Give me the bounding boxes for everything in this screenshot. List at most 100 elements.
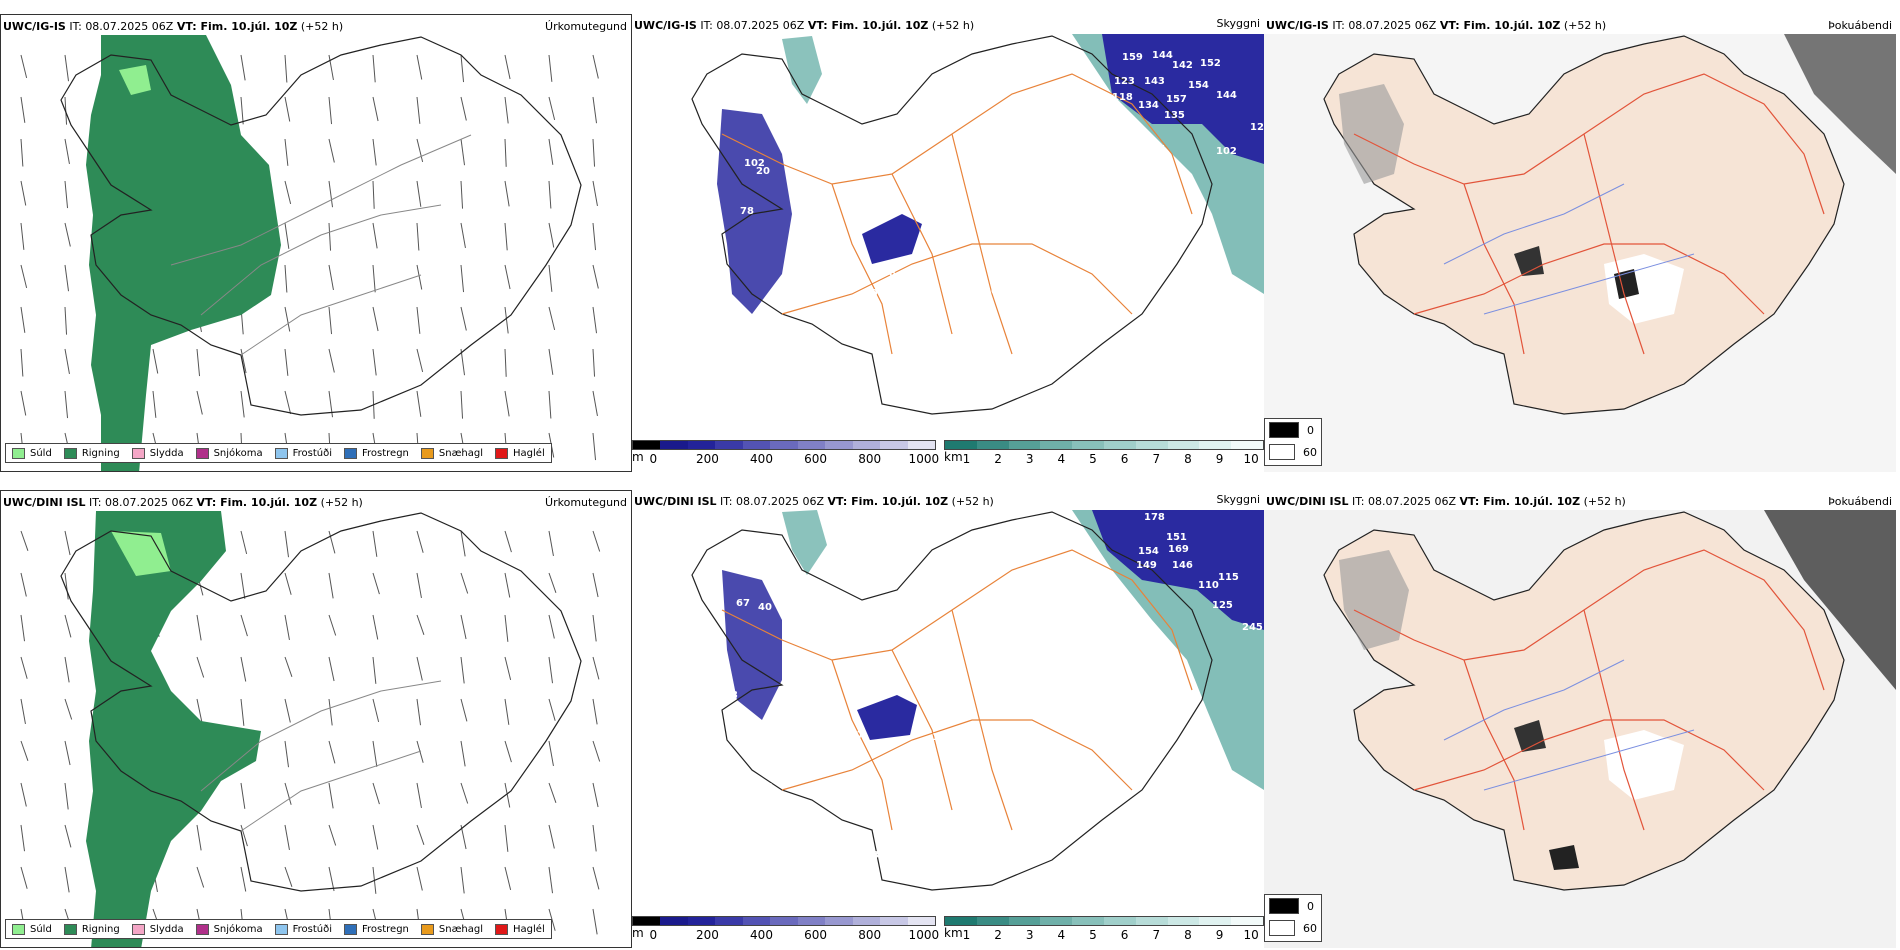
wind-barb [548,530,554,557]
wind-barb [460,390,464,419]
panel-label: Úrkomutegund [545,20,627,33]
river-lines [1443,183,1695,315]
colorbar-step [907,917,935,925]
wind-barb [460,572,469,594]
panel-title: UWC/DINI ISL IT: 08.07.2025 06Z VT: Fim.… [634,495,994,508]
wind-barb [504,740,512,763]
wind-barb [548,180,552,209]
fog-patch-west [1339,550,1409,650]
colorbar-step [1103,441,1136,449]
wind-barb [328,824,337,846]
road-network [1353,73,1825,355]
legend-label: Súld [30,923,52,935]
wind-barb [328,54,334,81]
wind-barb [460,222,466,249]
panel-title: UWC/IG-IS IT: 08.07.2025 06Z VT: Fim. 10… [1266,19,1607,32]
colorbar-tick: 1 [962,928,971,942]
colorbar-step [1135,441,1168,449]
wind-barb [284,180,292,205]
wind-barb [416,614,425,635]
cloud-base-value: 117 [1144,144,1165,155]
wind-barb [240,656,247,682]
fog-legend-item: 0 [1265,895,1321,917]
fog-legend: 0 60 [1264,418,1322,466]
legend-swatch [420,447,434,459]
iceland-outline [60,512,582,892]
panel-title: UWC/IG-IS IT: 08.07.2025 06Z VT: Fim. 10… [3,20,344,33]
wind-barb [592,348,596,377]
colorbar-step [1072,917,1104,925]
legend-label: Haglél [513,447,545,459]
fog-dark-east [1784,34,1896,174]
wind-barb [416,54,423,80]
cloud-base-value: 135 [1164,110,1185,121]
legend-label: Frostúði [292,447,332,459]
wind-barb [284,782,292,805]
colorbar-step [945,441,977,449]
colorbar-tick: 3 [1025,928,1034,942]
legend-item: Frostregn [344,923,409,935]
wind-barb [20,530,29,551]
colorbar-step [715,917,743,925]
wind-barb [416,656,423,681]
wind-barb [328,698,333,726]
fog-dark-spot-2 [1549,845,1579,870]
wind-barb [416,740,424,763]
wind-barb [460,530,466,557]
wind-barb [592,432,597,461]
wind-barb [20,306,26,333]
cloud-base-value: 40 [752,542,766,553]
wind-barb [20,614,26,642]
wind-barb [460,866,465,894]
colorbar-step [1199,917,1232,925]
colorbar-step [1040,441,1073,449]
wind-barb [504,824,509,852]
wind-barb [240,348,247,374]
cloud-base-west [722,570,782,720]
wind-barb [64,264,70,292]
cloud-base-value: 47 [850,730,864,741]
wind-barb [328,96,333,125]
colorbar-tick: 1 [962,452,971,466]
drizzle-patch [111,531,171,576]
cloud-base-value: 126 [1250,122,1264,133]
legend-item: Snæhagl [420,447,483,459]
precip-type-panel-igis: UWC/IG-IS IT: 08.07.2025 06Z VT: Fim. 10… [0,14,632,472]
wind-barb [592,180,598,207]
wind-barb [372,138,377,166]
wind-barb [372,824,379,850]
legend-label: Slydda [149,447,184,459]
cloud-base-panel-dini: 178 151 154 169 149 146 115 110 125 245 63 40 67 40 53… [632,490,1264,948]
wind-barb [20,222,25,250]
cloud-base-value: 108 [752,782,773,793]
cloud-base-value: 205 [984,286,1005,297]
wind-barb [548,306,556,331]
cloud-base-colorbar: 0 200 400 600 800 1000 m [632,440,939,468]
colorbar-tick: 7 [1152,452,1161,466]
wind-barb [64,740,71,766]
wind-barb [548,222,555,248]
wind-barb [592,306,598,334]
legend-item: Snjókoma [195,923,263,935]
wind-barb [548,138,554,165]
colorbar-step [852,441,881,449]
wind-barb [504,54,511,80]
cloud-base-value: 58 [882,268,896,279]
fog-legend-label: 60 [1303,921,1317,935]
wind-barb [20,824,26,852]
wind-barb [592,656,600,680]
legend-label: Súld [30,447,52,459]
cloud-base-value: 178 [1144,512,1165,523]
wind-barb [592,698,598,725]
wind-barb [372,348,377,376]
panel-label: Úrkomutegund [545,496,627,509]
wind-barb [152,348,159,374]
wind-barb [240,96,244,125]
cloud-base-value: 67 [736,598,750,609]
wind-barb [548,390,552,419]
wind-barb [504,866,512,891]
wind-barb [416,782,422,809]
wind-barb [460,614,467,640]
wind-barb [460,96,467,121]
